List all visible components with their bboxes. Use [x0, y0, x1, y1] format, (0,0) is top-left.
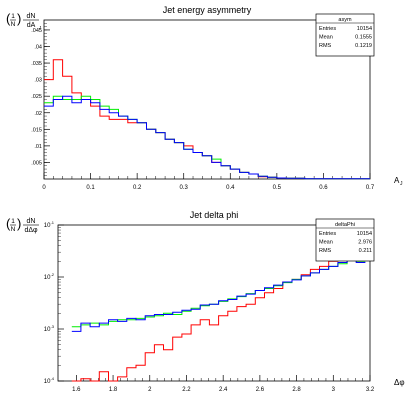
y-tick-base: 10 [44, 327, 51, 333]
series-line-0 [71, 251, 366, 382]
y-tick-base: 10 [44, 275, 51, 281]
x-axis-label: Δφ [394, 378, 405, 387]
stats-value: 10154 [357, 26, 372, 32]
chart-title: Jet energy asymmetry [163, 5, 252, 15]
stats-label: RMS [319, 248, 332, 254]
x-tick-label: 0.4 [226, 185, 235, 191]
ylabel-frac-num: 1 [11, 13, 15, 20]
stats-name: asym [338, 17, 352, 23]
chart-title: Jet delta phi [190, 210, 239, 220]
ylabel-d-num: dN [27, 218, 36, 225]
stats-value: 0.1555 [355, 35, 372, 41]
series-line-1 [44, 95, 370, 180]
ylabel-d-den-sub: J [39, 25, 41, 30]
y-tick-label: .005 [31, 160, 42, 166]
y-tick-label: .02 [34, 111, 42, 117]
y-tick-label: .045 [31, 28, 42, 34]
x-axis-label-sub: J [400, 181, 403, 187]
stats-label: RMS [319, 43, 332, 49]
x-tick-label: 0.1 [86, 185, 95, 191]
y-tick-label: .035 [31, 61, 42, 67]
y-tick-label: 10-3 [44, 324, 55, 333]
stats-box [315, 218, 375, 262]
ylabel-close-paren: ) [17, 11, 21, 26]
stats-value: 0.211 [359, 248, 372, 254]
x-tick-label: 0.3 [180, 185, 189, 191]
x-tick-label: 1.6 [72, 387, 81, 393]
y-tick-label: .01 [34, 144, 42, 150]
x-tick-label: 0.7 [366, 185, 375, 191]
stats-label: Entries [319, 231, 336, 237]
x-axis-label: A [394, 176, 400, 185]
x-tick-label: 3.2 [366, 387, 375, 393]
y-tick-exponent: -4 [50, 376, 54, 381]
ylabel-frac-den: N [11, 226, 16, 233]
stats-label: Mean [319, 35, 333, 41]
y-tick-exponent: -1 [50, 220, 54, 225]
y-tick-label: 10-1 [44, 220, 55, 229]
ylabel-close-paren: ) [17, 216, 21, 231]
stats-name: deltaPhi [335, 222, 355, 228]
series-line-2 [44, 95, 370, 180]
y-tick-label: 10-4 [44, 376, 55, 385]
x-tick-label: 3 [332, 387, 336, 393]
stats-value: 0.1219 [355, 43, 372, 49]
y-tick-base: 10 [44, 223, 51, 229]
x-tick-label: 2.2 [182, 387, 191, 393]
x-tick-label: 0.5 [273, 185, 282, 191]
y-tick-label: .03 [34, 78, 42, 84]
stats-label: Mean [319, 240, 333, 246]
ylabel-frac-den: N [11, 21, 16, 28]
ylabel-d-den: dA [27, 22, 36, 29]
x-tick-label: 0.2 [133, 185, 142, 191]
x-tick-label: 1.8 [109, 387, 118, 393]
series-line-2 [71, 259, 366, 332]
stats-value: 10154 [357, 231, 372, 237]
stats-label: Entries [319, 26, 336, 32]
ylabel-d-den: dΔφ [24, 227, 38, 234]
ylabel-open-paren: ( [6, 11, 11, 26]
ylabel-d-num: dN [27, 13, 36, 20]
x-tick-label: 2.4 [219, 387, 228, 393]
stats-value: 2.976 [358, 240, 372, 246]
y-tick-label: .04 [34, 45, 42, 51]
x-tick-label: 2.6 [256, 387, 265, 393]
plot-frame [57, 224, 371, 382]
y-tick-label: .015 [31, 127, 42, 133]
y-tick-label: .025 [31, 94, 42, 100]
series-line-0 [44, 59, 370, 180]
stats-box [315, 13, 375, 57]
y-tick-base: 10 [44, 379, 51, 385]
y-tick-label: 10-2 [44, 272, 55, 281]
x-tick-label: 2 [148, 387, 152, 393]
x-tick-label: 0 [42, 185, 46, 191]
x-tick-label: 0.6 [319, 185, 328, 191]
asymmetry-panel: Jet energy asymmetry 0 0.1 0.2 0.3 0.4 0.5 0.6 0… [6, 5, 403, 191]
ylabel-frac-num: 1 [11, 218, 15, 225]
ylabel-open-paren: ( [6, 216, 11, 231]
x-tick-label: 2.8 [292, 387, 301, 393]
y-tick-exponent: -2 [50, 272, 54, 277]
y-tick-exponent: -3 [50, 324, 54, 329]
